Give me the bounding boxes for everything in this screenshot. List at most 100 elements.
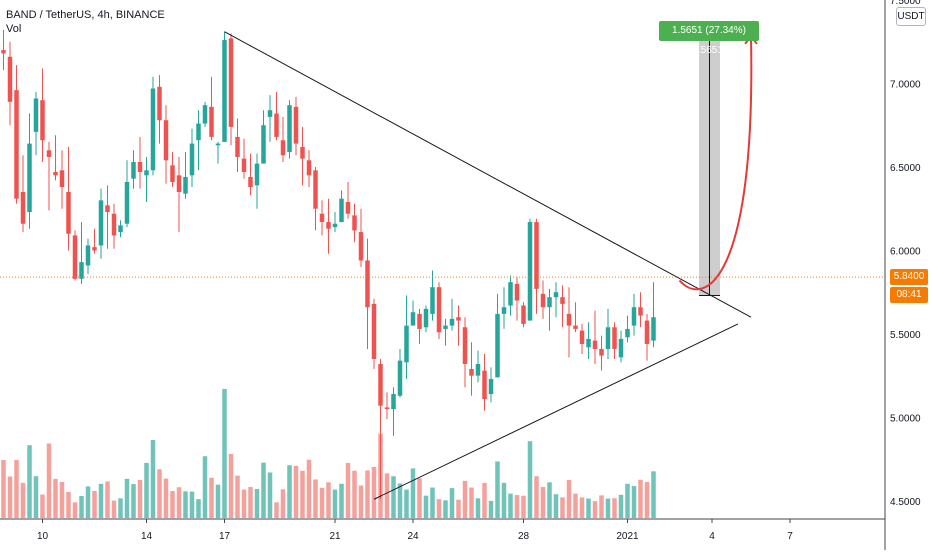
- candle: [241, 138, 247, 179]
- volume-bar: [215, 484, 221, 518]
- time-tick-label: 4: [709, 531, 715, 542]
- candle-body: [280, 140, 286, 156]
- volume-bar: [417, 478, 422, 518]
- drawing-tools[interactable]: [224, 31, 758, 500]
- volume-bar: [586, 498, 591, 518]
- candle-body: [300, 146, 305, 159]
- candle: [124, 160, 130, 228]
- volume-bar: [131, 484, 136, 518]
- volume-bar: [540, 486, 546, 518]
- candle-body: [605, 327, 611, 349]
- volume-bar: [306, 459, 312, 518]
- volume-bar: [651, 471, 656, 518]
- price-axis[interactable]: 7.5000 7.0000 6.5000 6.0000 5.5000 5.0000 4.50…: [890, 0, 921, 508]
- candle: [573, 302, 578, 333]
- candle-body: [618, 338, 624, 358]
- volume-bar: [1, 460, 6, 518]
- candle-body: [46, 150, 52, 157]
- candle-body: [514, 283, 520, 301]
- candle: [547, 288, 552, 331]
- candle-body: [534, 222, 539, 289]
- candle: [280, 116, 286, 162]
- time-tick-label: 10: [37, 531, 49, 542]
- volume-bar: [105, 481, 110, 518]
- candle: [443, 318, 448, 346]
- candle: [404, 295, 409, 380]
- time-tick-label: 28: [518, 531, 530, 542]
- candle: [599, 335, 604, 371]
- candle: [176, 156, 182, 233]
- time-axis[interactable]: 10 14 17 21 24 28 2021 4 7: [37, 519, 793, 542]
- candle: [560, 285, 565, 328]
- candle-body: [170, 165, 175, 182]
- candle-body: [20, 192, 26, 224]
- time-tick-label: 7: [787, 531, 793, 542]
- measure-tool[interactable]: [699, 36, 720, 297]
- candle-body: [124, 181, 130, 224]
- candle-body: [72, 235, 78, 279]
- symbol-title[interactable]: BAND / TetherUS, 4h, BINANCE: [6, 9, 165, 21]
- volume-bar: [352, 470, 357, 518]
- candle-body: [176, 175, 182, 193]
- candle: [469, 342, 474, 396]
- candle-body: [137, 161, 143, 172]
- candle-body: [345, 202, 351, 214]
- candle: [202, 101, 208, 127]
- candle: [449, 298, 455, 331]
- candle: [59, 150, 65, 209]
- volume-bar: [27, 445, 32, 518]
- candle-body: [40, 100, 45, 141]
- volume-bar: [209, 477, 214, 518]
- volume-bar: [625, 483, 630, 518]
- volume-bar: [573, 493, 578, 518]
- candle: [586, 322, 591, 359]
- volume-bar: [300, 470, 305, 518]
- candle: [566, 287, 572, 358]
- volume-bar: [475, 498, 481, 518]
- volume-bar: [124, 478, 130, 518]
- volume-bar: [40, 494, 45, 518]
- volume-bar: [599, 495, 604, 518]
- candle-body: [631, 307, 637, 326]
- volume-bar: [495, 461, 500, 518]
- candle: [488, 367, 494, 403]
- candle: [14, 65, 19, 204]
- candle-body: [495, 313, 500, 378]
- volume-bar: [137, 480, 143, 518]
- price-tick-label: 7.5000: [890, 0, 921, 7]
- candle-body: [521, 305, 526, 324]
- candle: [319, 200, 325, 236]
- candle-body: [371, 303, 377, 359]
- candle: [436, 282, 442, 339]
- volume-bar: [189, 491, 195, 518]
- candle: [170, 151, 175, 188]
- volume-bar: [33, 476, 39, 518]
- volume-bar: [566, 480, 572, 518]
- candle-body: [443, 325, 448, 329]
- volume-bar: [7, 476, 13, 518]
- candle: [72, 230, 78, 281]
- candle: [365, 238, 370, 349]
- candle: [521, 302, 526, 328]
- last-price-tag: 5.8400: [890, 269, 928, 286]
- volume-bar: [150, 439, 156, 518]
- volume-bar: [443, 500, 448, 518]
- volume-bar: [605, 498, 611, 518]
- candle-body: [579, 330, 585, 344]
- volume-bar: [53, 478, 58, 518]
- volume-bar: [157, 469, 162, 518]
- volume-bar: [72, 502, 78, 518]
- volume-bar: [319, 487, 325, 518]
- candle-body: [150, 88, 156, 171]
- candle: [248, 153, 253, 196]
- candle-body: [592, 340, 598, 349]
- volume-bar: [339, 483, 344, 518]
- candle: [79, 222, 84, 284]
- volume-bar: [456, 499, 461, 518]
- candle: [261, 110, 266, 164]
- currency-unit-button[interactable]: USDT: [896, 7, 926, 26]
- candle: [482, 353, 487, 411]
- volume-bar: [326, 482, 331, 518]
- volume-bar: [404, 489, 409, 518]
